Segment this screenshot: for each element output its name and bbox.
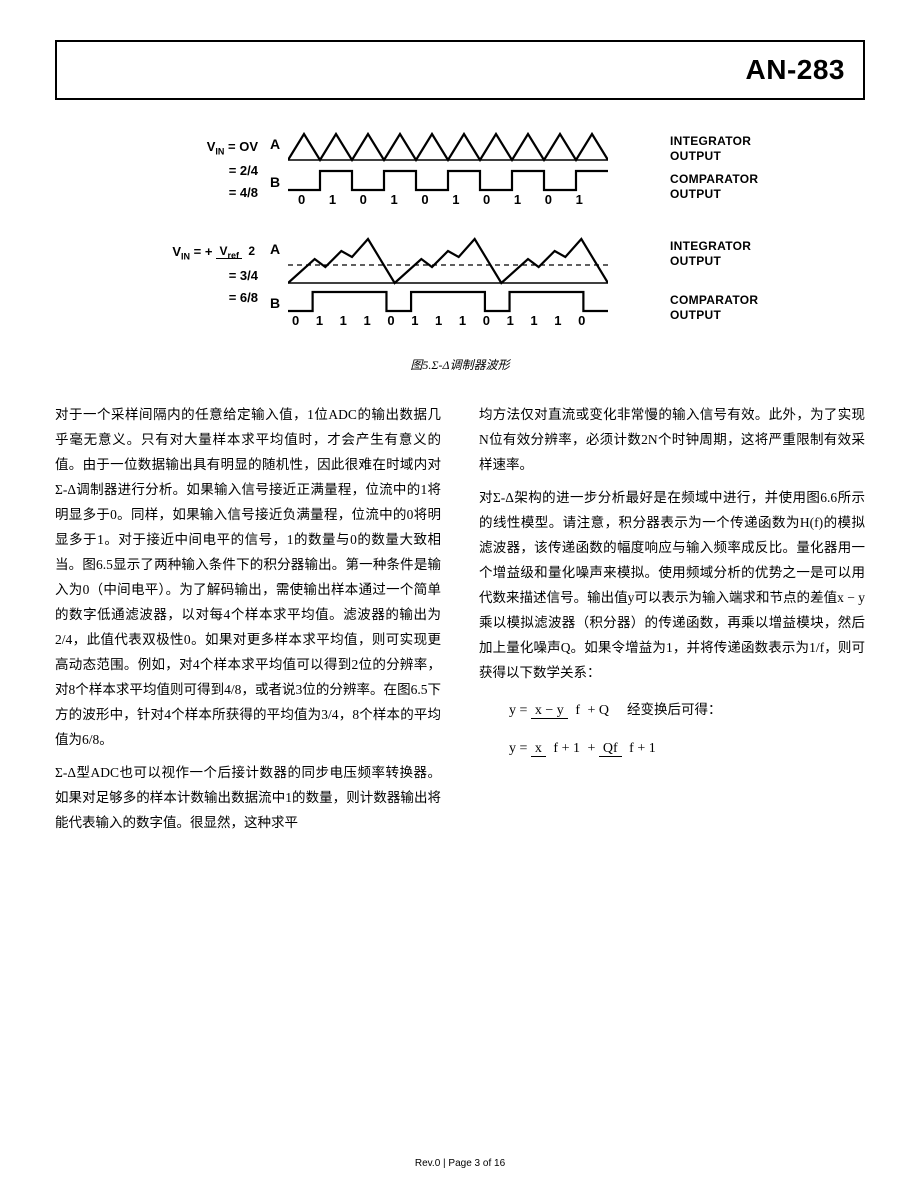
- integrator-output-label: INTEGRATOR OUTPUT: [660, 130, 780, 164]
- left-column: 对于一个采样间隔内的任意给定输入值，1位ADC的输出数据几乎毫无意义。只有对大量…: [55, 403, 441, 843]
- channel-b-label: B: [270, 168, 288, 190]
- header-box: AN-283: [55, 40, 865, 100]
- para-4: 对Σ-Δ架构的进一步分析最好是在频域中进行，并使用图6.6所示的线性模型。请注意…: [479, 486, 865, 686]
- equation-1: y = x − y f + Q 经变换后可得：: [509, 698, 865, 724]
- waveform-row-2: VIN = + Vref 2 = 3/4 = 6/8 A INTEGRATOR …: [140, 235, 780, 328]
- figure-caption: 图5.Σ-Δ调制器波形: [55, 356, 865, 373]
- equation-2: y = x f + 1 + Qf f + 1: [509, 736, 865, 762]
- vin-label-1: VIN = OV = 2/4 = 4/8: [140, 130, 270, 204]
- doc-number: AN-283: [746, 54, 845, 85]
- square-wave-1: [288, 168, 608, 194]
- bit-sequence-2: 0 1 1 1 0 1 1 1 0 1 1 1 0: [288, 313, 660, 328]
- waveform-row-1: VIN = OV = 2/4 = 4/8 A INTEGRATOR OUTPUT…: [140, 130, 780, 207]
- triangle-wave-1: [288, 130, 608, 164]
- body-columns: 对于一个采样间隔内的任意给定输入值，1位ADC的输出数据几乎毫无意义。只有对大量…: [55, 403, 865, 843]
- comparator-output-label: COMPARATOR OUTPUT: [660, 168, 780, 202]
- figure-5-diagram: VIN = OV = 2/4 = 4/8 A INTEGRATOR OUTPUT…: [140, 130, 780, 328]
- sawtooth-wave-2: [288, 235, 608, 287]
- square-wave-2: [288, 289, 608, 315]
- channel-b-label-2: B: [270, 289, 288, 311]
- channel-a-label-2: A: [270, 235, 288, 257]
- para-2: Σ-Δ型ADC也可以视作一个后接计数器的同步电压频率转换器。如果对足够多的样本计…: [55, 761, 441, 836]
- channel-a-label: A: [270, 130, 288, 152]
- bit-sequence-1: 0 1 0 1 0 1 0 1 0 1: [288, 192, 660, 207]
- comparator-output-label-2: COMPARATOR OUTPUT: [660, 289, 780, 323]
- para-3: 均方法仅对直流或变化非常慢的输入信号有效。此外，为了实现N位有效分辨率，必须计数…: [479, 403, 865, 478]
- right-column: 均方法仅对直流或变化非常慢的输入信号有效。此外，为了实现N位有效分辨率，必须计数…: [479, 403, 865, 843]
- integrator-output-label-2: INTEGRATOR OUTPUT: [660, 235, 780, 269]
- para-1: 对于一个采样间隔内的任意给定输入值，1位ADC的输出数据几乎毫无意义。只有对大量…: [55, 403, 441, 753]
- page-footer: Rev.0 | Page 3 of 16: [0, 1158, 920, 1169]
- vin-label-2: VIN = + Vref 2 = 3/4 = 6/8: [140, 235, 270, 309]
